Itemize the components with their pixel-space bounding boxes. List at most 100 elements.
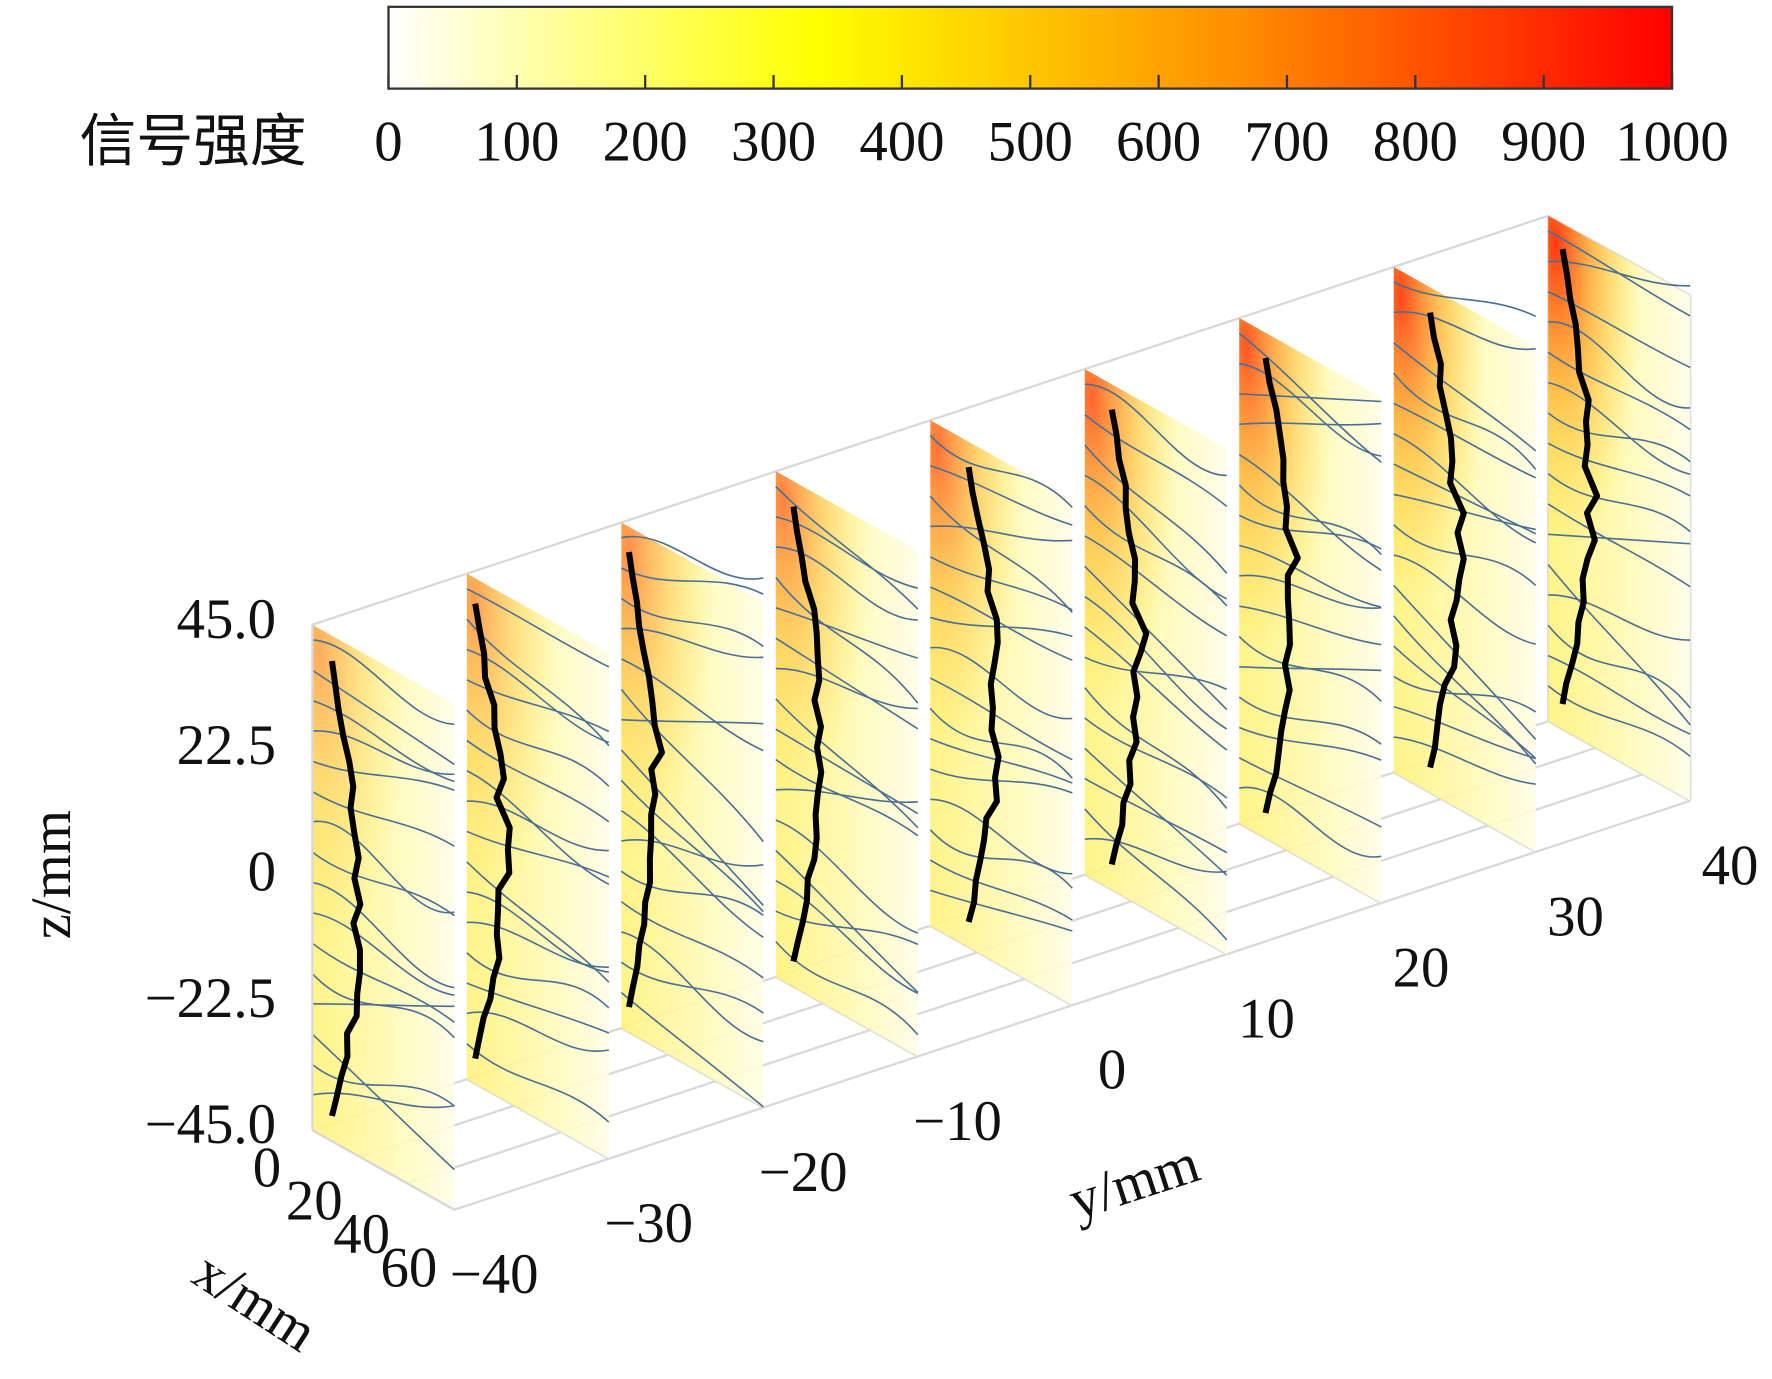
- streamline: [776, 487, 918, 610]
- streamline: [930, 637, 1072, 729]
- slice: [1239, 318, 1381, 903]
- contour: [969, 467, 999, 939]
- streamline: [621, 658, 763, 751]
- contour: [629, 552, 662, 1025]
- streamline: [1394, 373, 1536, 469]
- streamline: [312, 1025, 454, 1146]
- z-tick-label: −45.0: [145, 1093, 276, 1156]
- streamline: [1085, 377, 1227, 482]
- streamline: [312, 767, 454, 872]
- streamline: [621, 689, 763, 841]
- streamline: [312, 834, 454, 933]
- streamline: [1394, 433, 1536, 543]
- streamline: [1394, 632, 1536, 756]
- slice: [1394, 237, 1536, 852]
- colorbar-tick-label: 400: [859, 111, 944, 174]
- slice: [467, 574, 609, 1159]
- streamline: [1394, 679, 1536, 786]
- slice: [776, 471, 918, 1056]
- contour: [1563, 249, 1598, 723]
- x-axis-label: x/mm: [182, 1239, 327, 1364]
- streamline: [467, 701, 609, 795]
- streamline: [776, 865, 918, 991]
- streamline: [1239, 528, 1381, 655]
- streamline: [930, 496, 1072, 612]
- streamline: [1085, 792, 1227, 919]
- z-tick-label: 0: [248, 841, 276, 904]
- box-edge: [311, 1129, 455, 1211]
- streamline: [1548, 450, 1690, 556]
- streamline: [467, 888, 609, 1002]
- streamline: [1394, 646, 1536, 758]
- y-tick-label: −40: [450, 1243, 539, 1306]
- x-tick-label: 60: [381, 1236, 438, 1299]
- contour: [1112, 410, 1147, 884]
- y-tick-label: 20: [1393, 937, 1450, 1000]
- colorbar-tick-label: 600: [1116, 111, 1201, 174]
- streamline: [1394, 585, 1536, 739]
- streamline: [776, 579, 918, 688]
- colorbar-tick-label: 0: [374, 111, 402, 174]
- streamline: [1085, 610, 1227, 737]
- x-tick-label: 0: [253, 1136, 281, 1199]
- streamline: [930, 557, 1072, 697]
- y-tick-label: −20: [759, 1141, 848, 1204]
- streamline: [312, 812, 454, 922]
- streamline: [1548, 654, 1690, 736]
- streamline: [467, 953, 609, 1062]
- streamline: [467, 619, 609, 746]
- colorbar-tick-label: 200: [603, 111, 688, 174]
- streamline: [1239, 776, 1381, 869]
- streamline: [467, 1038, 609, 1128]
- streamline: [1394, 705, 1536, 817]
- streamline: [1548, 380, 1690, 494]
- x-tick-label: 20: [286, 1170, 343, 1233]
- streamline: [776, 638, 918, 729]
- contour: [475, 604, 510, 1078]
- streamline: [1239, 681, 1381, 807]
- y-tick-label: 30: [1547, 885, 1604, 948]
- slice-hot: [1239, 318, 1382, 904]
- z-tick-label: −22.5: [145, 967, 276, 1030]
- streamline: [1548, 348, 1690, 433]
- streamline: [1394, 269, 1536, 392]
- streamline: [1085, 445, 1227, 573]
- streamline: [1239, 359, 1381, 461]
- streamline: [1085, 566, 1227, 709]
- streamline: [1239, 469, 1381, 594]
- streamline: [1085, 809, 1227, 940]
- streamline: [312, 879, 454, 992]
- contour: [793, 507, 821, 978]
- streamline: [621, 835, 763, 952]
- streamline: [776, 819, 918, 934]
- streamline: [312, 695, 454, 811]
- z-tick-label: 22.5: [177, 714, 276, 777]
- streamline: [312, 1026, 454, 1174]
- streamline: [1548, 464, 1690, 614]
- streamline: [776, 881, 918, 994]
- streamline: [930, 461, 1072, 606]
- streamline: [1239, 528, 1381, 625]
- streamline: [1394, 237, 1536, 362]
- streamline: [930, 581, 1072, 667]
- colorbar-tick-label: 500: [988, 111, 1073, 174]
- colorbar-tick-label: 800: [1373, 111, 1458, 174]
- streamline: [467, 798, 609, 911]
- y-tick-label: −30: [604, 1192, 693, 1255]
- grid-line: [454, 799, 1691, 1211]
- streamline: [467, 862, 609, 982]
- slice-hot: [1084, 369, 1227, 955]
- streamline: [621, 644, 763, 799]
- streamline: [467, 886, 609, 979]
- streamline: [1085, 536, 1227, 636]
- streamline: [621, 896, 763, 984]
- streamline: [1548, 618, 1690, 715]
- streamline: [1239, 455, 1381, 571]
- streamline: [467, 740, 609, 823]
- slice-hot: [930, 420, 1073, 1006]
- streamline: [621, 993, 763, 1107]
- y-tick-label: −10: [913, 1090, 1002, 1153]
- z-axis-label: z/mm: [20, 810, 83, 939]
- streamline: [1548, 561, 1690, 675]
- streamline: [776, 754, 918, 841]
